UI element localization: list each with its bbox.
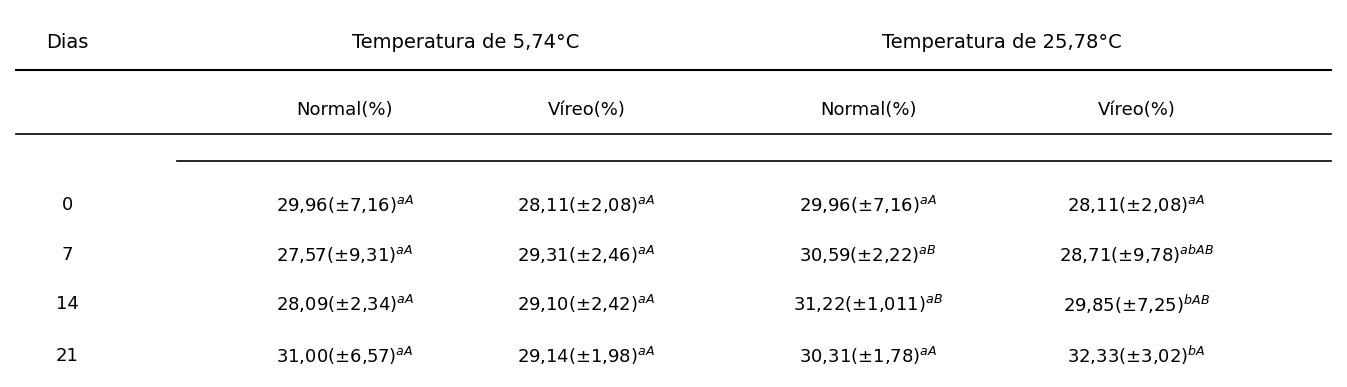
Text: 29,14(±1,98)$^{aA}$: 29,14(±1,98)$^{aA}$ (517, 344, 656, 366)
Text: 29,31(±2,46)$^{aA}$: 29,31(±2,46)$^{aA}$ (517, 243, 656, 265)
Text: 0: 0 (62, 196, 73, 214)
Text: Víreo(%): Víreo(%) (1098, 101, 1175, 118)
Text: 28,11(±2,08)$^{aA}$: 28,11(±2,08)$^{aA}$ (1067, 194, 1206, 216)
Text: Temperatura de 5,74°C: Temperatura de 5,74°C (352, 33, 579, 52)
Text: Víreo(%): Víreo(%) (547, 101, 625, 118)
Text: Dias: Dias (46, 33, 89, 52)
Text: 28,71(±9,78)$^{abAB}$: 28,71(±9,78)$^{abAB}$ (1059, 243, 1214, 266)
Text: 29,85(±7,25)$^{bAB}$: 29,85(±7,25)$^{bAB}$ (1063, 293, 1210, 316)
Text: 28,11(±2,08)$^{aA}$: 28,11(±2,08)$^{aA}$ (517, 194, 656, 216)
Text: 30,31(±1,78)$^{aA}$: 30,31(±1,78)$^{aA}$ (799, 344, 938, 366)
Text: 27,57(±9,31)$^{aA}$: 27,57(±9,31)$^{aA}$ (276, 243, 414, 265)
Text: 21: 21 (55, 347, 78, 365)
Text: Normal(%): Normal(%) (296, 101, 393, 118)
Text: Temperatura de 25,78°C: Temperatura de 25,78°C (882, 33, 1122, 52)
Text: 29,96(±7,16)$^{aA}$: 29,96(±7,16)$^{aA}$ (276, 194, 414, 216)
Text: Normal(%): Normal(%) (820, 101, 916, 118)
Text: 28,09(±2,34)$^{aA}$: 28,09(±2,34)$^{aA}$ (276, 293, 414, 315)
Text: 29,96(±7,16)$^{aA}$: 29,96(±7,16)$^{aA}$ (799, 194, 938, 216)
Text: 30,59(±2,22)$^{aB}$: 30,59(±2,22)$^{aB}$ (799, 243, 936, 265)
Text: 14: 14 (55, 295, 78, 313)
Text: 7: 7 (62, 245, 73, 264)
Text: 29,10(±2,42)$^{aA}$: 29,10(±2,42)$^{aA}$ (517, 293, 656, 315)
Text: 32,33(±3,02)$^{bA}$: 32,33(±3,02)$^{bA}$ (1067, 344, 1206, 367)
Text: 31,00(±6,57)$^{aA}$: 31,00(±6,57)$^{aA}$ (276, 344, 414, 366)
Text: 31,22(±1,011)$^{aB}$: 31,22(±1,011)$^{aB}$ (793, 293, 943, 315)
